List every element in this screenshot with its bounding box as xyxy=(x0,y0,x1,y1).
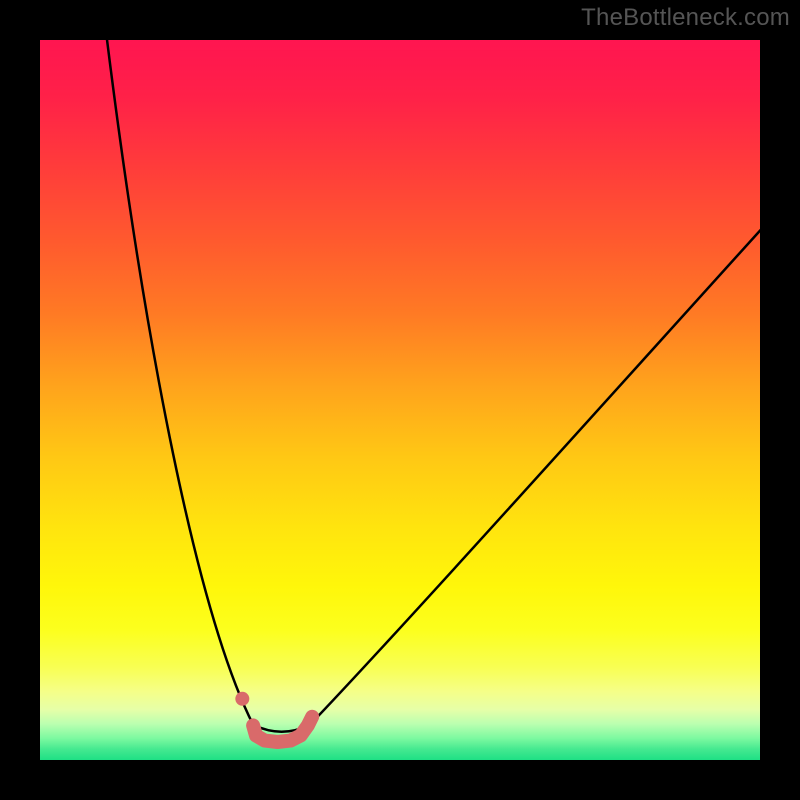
valley-satellite-dot xyxy=(235,692,249,706)
gradient-background xyxy=(40,40,760,760)
bottleneck-chart-container: TheBottleneck.com xyxy=(0,0,800,800)
chart-canvas xyxy=(0,0,800,800)
watermark-text: TheBottleneck.com xyxy=(581,4,790,32)
